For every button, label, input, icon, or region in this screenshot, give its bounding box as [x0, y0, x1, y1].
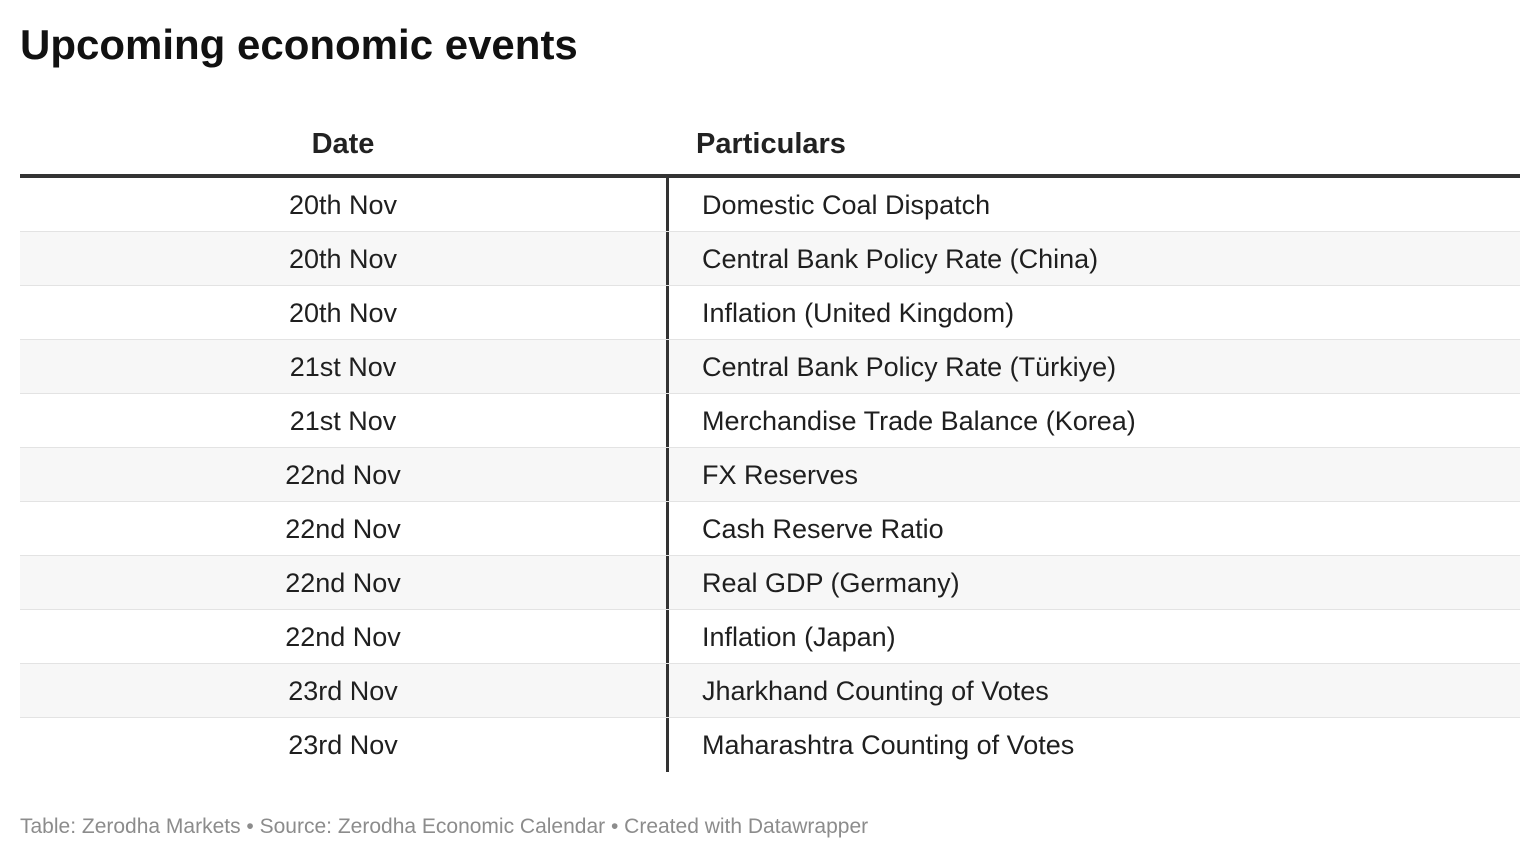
cell-particulars: Real GDP (Germany)	[666, 556, 1520, 609]
page-title: Upcoming economic events	[20, 21, 578, 68]
cell-particulars: Inflation (Japan)	[666, 610, 1520, 663]
cell-particulars: Domestic Coal Dispatch	[666, 178, 1520, 231]
cell-date: 22nd Nov	[285, 514, 401, 544]
table-row: 23rd Nov Jharkhand Counting of Votes	[20, 664, 1520, 718]
source-footer: Table: Zerodha Markets • Source: Zerodha…	[20, 815, 869, 838]
table-row: 20th Nov Inflation (United Kingdom)	[20, 286, 1520, 340]
cell-date: 23rd Nov	[288, 676, 398, 706]
cell-date: 21st Nov	[289, 406, 397, 436]
table-row: 21st Nov Central Bank Policy Rate (Türkiy…	[20, 340, 1520, 394]
table-row: 20th Nov Central Bank Policy Rate (China)	[20, 232, 1520, 286]
table-body: 20th Nov Domestic Coal Dispatch 20th Nov Ce…	[20, 178, 1520, 772]
cell-date: 23rd Nov	[288, 730, 398, 760]
cell-date: 22nd Nov	[285, 622, 401, 652]
cell-particulars: Maharashtra Counting of Votes	[666, 718, 1520, 772]
events-table: Date Particulars 20th Nov Domestic Coal D…	[20, 110, 1520, 772]
cell-date: 20th Nov	[288, 190, 398, 220]
cell-date: 20th Nov	[288, 244, 398, 274]
cell-date: 21st Nov	[289, 352, 397, 382]
table-row: 20th Nov Domestic Coal Dispatch	[20, 178, 1520, 232]
column-header-date[interactable]: Date	[311, 128, 375, 160]
table-row: 22nd Nov Inflation (Japan)	[20, 610, 1520, 664]
cell-particulars: Central Bank Policy Rate (Türkiye)	[666, 340, 1520, 393]
table-header: Date Particulars	[20, 110, 1520, 178]
cell-date: 22nd Nov	[285, 460, 401, 490]
table-row: 23rd Nov Maharashtra Counting of Votes	[20, 718, 1520, 772]
cell-particulars: Inflation (United Kingdom)	[666, 286, 1520, 339]
table-row: 21st Nov Merchandise Trade Balance (Korea…	[20, 394, 1520, 448]
table-row: 22nd Nov Cash Reserve Ratio	[20, 502, 1520, 556]
cell-particulars: Jharkhand Counting of Votes	[666, 664, 1520, 717]
table-row: 22nd Nov Real GDP (Germany)	[20, 556, 1520, 610]
cell-particulars: Merchandise Trade Balance (Korea)	[666, 394, 1520, 447]
cell-date: 22nd Nov	[285, 568, 401, 598]
cell-date: 20th Nov	[288, 298, 398, 328]
cell-particulars: FX Reserves	[666, 448, 1520, 501]
table-row: 22nd Nov FX Reserves	[20, 448, 1520, 502]
cell-particulars: Cash Reserve Ratio	[666, 502, 1520, 555]
cell-particulars: Central Bank Policy Rate (China)	[666, 232, 1520, 285]
column-header-particulars[interactable]: Particulars	[696, 128, 846, 160]
